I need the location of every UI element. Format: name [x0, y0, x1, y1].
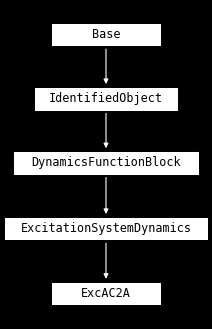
Text: IdentifiedObject: IdentifiedObject	[49, 92, 163, 105]
FancyBboxPatch shape	[51, 23, 161, 46]
FancyBboxPatch shape	[34, 87, 178, 111]
FancyBboxPatch shape	[51, 282, 161, 305]
Text: ExcAC2A: ExcAC2A	[81, 287, 131, 300]
FancyBboxPatch shape	[13, 151, 199, 175]
Text: ExcitationSystemDynamics: ExcitationSystemDynamics	[21, 222, 191, 235]
FancyBboxPatch shape	[4, 217, 208, 240]
Text: Base: Base	[92, 28, 120, 41]
Text: DynamicsFunctionBlock: DynamicsFunctionBlock	[31, 156, 181, 169]
